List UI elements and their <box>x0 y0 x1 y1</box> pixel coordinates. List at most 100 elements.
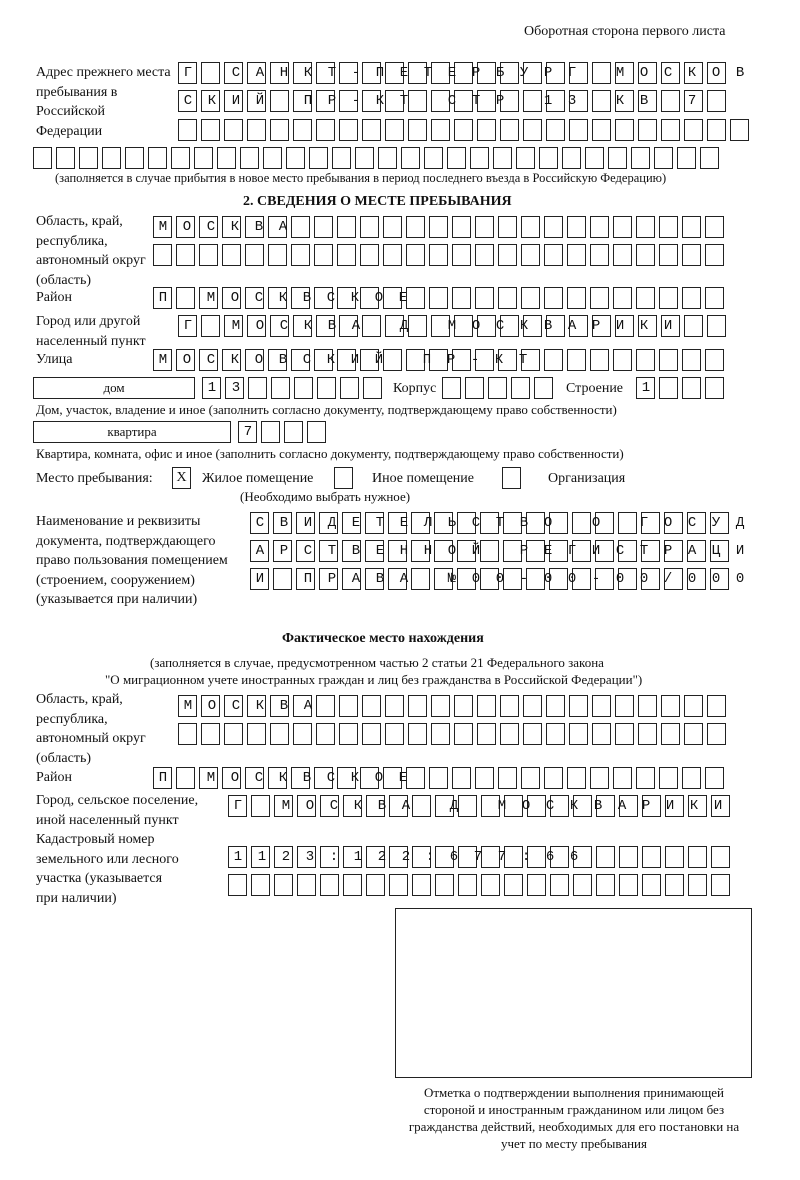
letter-cell[interactable] <box>475 349 494 371</box>
letter-cell[interactable] <box>270 90 289 112</box>
letter-cell[interactable] <box>569 119 588 141</box>
letter-cell[interactable] <box>596 795 615 817</box>
letter-cell[interactable] <box>365 568 384 590</box>
letter-cell[interactable] <box>434 568 453 590</box>
letter-cell[interactable] <box>383 244 402 266</box>
letter-cell[interactable] <box>388 568 407 590</box>
checkbox-other-premises[interactable] <box>334 467 353 489</box>
flat-type-field[interactable]: квартира <box>33 421 231 443</box>
letter-cell[interactable] <box>569 723 588 745</box>
letter-cell[interactable] <box>544 287 563 309</box>
letter-cell[interactable] <box>569 62 588 84</box>
letter-cell[interactable] <box>661 315 680 337</box>
letter-cell[interactable] <box>337 216 356 238</box>
letter-cell[interactable] <box>248 377 267 399</box>
letter-cell[interactable] <box>569 90 588 112</box>
letter-cell[interactable] <box>477 315 496 337</box>
letter-cell[interactable] <box>228 874 247 896</box>
letter-cell[interactable] <box>710 540 729 562</box>
letter-cell[interactable] <box>261 421 280 443</box>
letter-cell[interactable] <box>636 377 655 399</box>
letter-cell[interactable] <box>320 846 339 868</box>
letter-cell[interactable] <box>498 287 517 309</box>
letter-cell[interactable] <box>661 119 680 141</box>
letter-cell[interactable] <box>366 795 385 817</box>
letter-cell[interactable] <box>550 874 569 896</box>
letter-cell[interactable] <box>613 244 632 266</box>
letter-cell[interactable] <box>546 723 565 745</box>
letter-cell[interactable] <box>228 795 247 817</box>
letter-cell[interactable] <box>176 244 195 266</box>
letter-cell[interactable] <box>498 767 517 789</box>
letter-cell[interactable] <box>293 62 312 84</box>
letter-cell[interactable] <box>688 846 707 868</box>
letter-cell[interactable] <box>251 846 270 868</box>
letter-cell[interactable] <box>342 568 361 590</box>
letter-cell[interactable] <box>360 244 379 266</box>
letter-cell[interactable] <box>521 349 540 371</box>
letter-cell[interactable] <box>268 287 287 309</box>
letter-cell[interactable] <box>125 147 144 169</box>
letter-cell[interactable] <box>705 349 724 371</box>
letter-cell[interactable] <box>636 244 655 266</box>
letter-cell[interactable] <box>477 90 496 112</box>
letter-cell[interactable] <box>682 216 701 238</box>
letter-cell[interactable] <box>362 119 381 141</box>
letter-cell[interactable] <box>613 216 632 238</box>
letter-cell[interactable] <box>153 767 172 789</box>
letter-cell[interactable] <box>238 421 257 443</box>
letter-cell[interactable] <box>705 216 724 238</box>
cadastre-row-1[interactable]: 1123:122:677:66 <box>228 846 730 869</box>
letter-cell[interactable] <box>342 540 361 562</box>
letter-cell[interactable] <box>592 695 611 717</box>
letter-cell[interactable] <box>636 349 655 371</box>
letter-cell[interactable] <box>619 846 638 868</box>
letter-cell[interactable] <box>176 287 195 309</box>
letter-cell[interactable] <box>383 349 402 371</box>
letter-cell[interactable] <box>707 723 726 745</box>
letter-cell[interactable] <box>503 512 522 534</box>
letter-cell[interactable] <box>659 287 678 309</box>
letter-cell[interactable] <box>383 216 402 238</box>
letter-cell[interactable] <box>619 795 638 817</box>
letter-cell[interactable] <box>406 349 425 371</box>
letter-cell[interactable] <box>314 287 333 309</box>
letter-cell[interactable] <box>664 568 683 590</box>
letter-cell[interactable] <box>424 147 443 169</box>
letter-cell[interactable] <box>337 244 356 266</box>
letter-cell[interactable] <box>615 119 634 141</box>
letter-cell[interactable] <box>608 147 627 169</box>
letter-cell[interactable] <box>641 568 660 590</box>
letter-cell[interactable] <box>613 349 632 371</box>
letter-cell[interactable] <box>475 216 494 238</box>
letter-cell[interactable] <box>434 512 453 534</box>
letter-cell[interactable] <box>549 568 568 590</box>
letter-cell[interactable] <box>615 315 634 337</box>
letter-cell[interactable] <box>503 568 522 590</box>
cadastre-row-2[interactable] <box>228 874 730 897</box>
letter-cell[interactable] <box>293 315 312 337</box>
letter-cell[interactable] <box>592 315 611 337</box>
letter-cell[interactable] <box>682 377 701 399</box>
letter-cell[interactable] <box>222 287 241 309</box>
letter-cell[interactable] <box>523 119 542 141</box>
letter-cell[interactable] <box>245 349 264 371</box>
letter-cell[interactable] <box>199 767 218 789</box>
letter-cell[interactable] <box>153 244 172 266</box>
letter-cell[interactable] <box>273 512 292 534</box>
letter-cell[interactable] <box>523 90 542 112</box>
letter-cell[interactable] <box>429 244 448 266</box>
letter-cell[interactable] <box>314 349 333 371</box>
letter-cell[interactable] <box>526 512 545 534</box>
letter-cell[interactable] <box>711 795 730 817</box>
letter-cell[interactable] <box>365 512 384 534</box>
letter-cell[interactable] <box>360 216 379 238</box>
letter-cell[interactable] <box>385 723 404 745</box>
letter-cell[interactable] <box>659 349 678 371</box>
letter-cell[interactable] <box>684 695 703 717</box>
letter-cell[interactable] <box>498 349 517 371</box>
letter-cell[interactable] <box>488 377 507 399</box>
letter-cell[interactable] <box>481 795 500 817</box>
letter-cell[interactable] <box>615 695 634 717</box>
letter-cell[interactable] <box>592 90 611 112</box>
